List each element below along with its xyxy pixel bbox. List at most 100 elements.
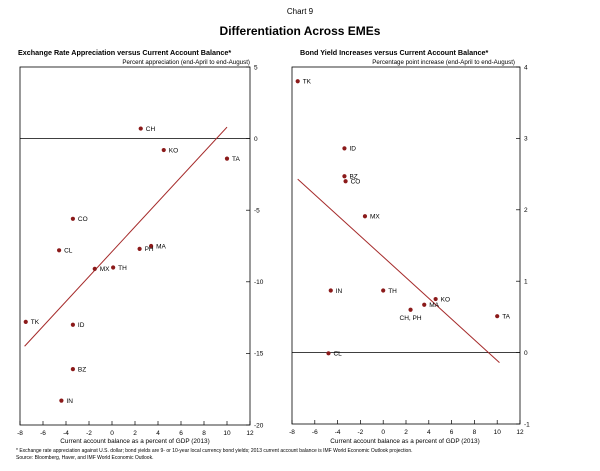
data-point — [422, 302, 427, 307]
fx-appreciation-panel: Exchange Rate Appreciation versus Curren… — [17, 48, 264, 445]
footnote: * Exchange rate appreciation against U.S… — [16, 448, 413, 454]
data-point — [326, 351, 331, 356]
point-label: TK — [31, 319, 40, 326]
data-point — [57, 248, 62, 253]
y-tick-label: 0 — [524, 350, 528, 357]
x-tick-label: 10 — [223, 430, 231, 437]
x-tick-label: 12 — [516, 429, 524, 436]
point-label: BZ — [78, 366, 86, 373]
source-note: Source: Bloomberg, Haver, and IMF World … — [16, 455, 153, 461]
plot-frame — [19, 66, 251, 426]
data-point — [92, 266, 97, 272]
data-point — [137, 246, 142, 251]
point-label: CH — [146, 126, 156, 133]
y-axis-label: Percentage point increase (end-April to … — [372, 59, 515, 66]
bond-yield-panel: Bond Yield Increases versus Current Acco… — [289, 48, 530, 445]
x-tick-label: 4 — [427, 429, 431, 436]
panel-title: Bond Yield Increases versus Current Acco… — [300, 48, 488, 57]
point-label: CO — [351, 179, 361, 186]
x-axis-label: Current account balance as a percent of … — [60, 438, 209, 445]
point-label: TH — [388, 288, 397, 295]
data-point — [161, 147, 166, 153]
point-label: PH — [145, 246, 154, 253]
y-tick-label: -20 — [254, 422, 264, 429]
point-label: ID — [78, 322, 85, 329]
point-label: KO — [169, 147, 178, 154]
panel-title: Exchange Rate Appreciation versus Curren… — [18, 48, 231, 57]
x-tick-label: 6 — [179, 430, 183, 437]
x-tick-label: 0 — [381, 429, 385, 436]
data-point — [328, 288, 333, 293]
point-label: TA — [502, 313, 510, 320]
data-point — [343, 179, 348, 184]
x-tick-label: -6 — [312, 429, 318, 436]
y-tick-label: -10 — [254, 279, 264, 286]
data-point — [224, 156, 230, 161]
y-axis-label: Percent appreciation (end-April to end-A… — [122, 59, 250, 66]
data-point — [149, 243, 154, 249]
data-point — [295, 79, 300, 84]
data-point — [495, 314, 500, 319]
x-tick-label: -4 — [63, 430, 69, 437]
data-point — [70, 322, 75, 327]
point-label: CL — [333, 351, 342, 358]
x-tick-label: 6 — [450, 429, 454, 436]
point-label: TA — [232, 156, 240, 163]
chart-number-label: Chart 9 — [287, 7, 314, 16]
y-tick-label: 3 — [524, 136, 528, 143]
x-tick-label: 4 — [156, 430, 160, 437]
point-label: CH, PH — [400, 315, 422, 322]
x-tick-label: 2 — [133, 430, 137, 437]
point-label: TH — [118, 265, 127, 272]
x-tick-label: -8 — [289, 429, 295, 436]
plot-frame — [291, 66, 521, 425]
data-point — [138, 126, 143, 131]
data-point — [342, 174, 347, 179]
point-label: MX — [100, 266, 110, 273]
point-label: CO — [78, 216, 88, 223]
data-point — [381, 288, 386, 293]
data-point — [433, 296, 438, 302]
point-label: BZ — [349, 174, 357, 181]
data-point — [111, 265, 116, 270]
x-tick-label: 2 — [404, 429, 408, 436]
y-tick-label: 0 — [254, 136, 258, 143]
x-tick-label: -8 — [17, 430, 23, 437]
y-tick-label: 4 — [524, 64, 528, 71]
data-point — [362, 214, 368, 219]
x-tick-label: 0 — [110, 430, 114, 437]
y-tick-label: 2 — [524, 207, 528, 214]
x-tick-label: 8 — [473, 429, 477, 436]
point-label: MA — [429, 302, 439, 309]
x-tick-label: 12 — [246, 430, 254, 437]
data-point — [59, 398, 64, 403]
point-label: KO — [441, 296, 450, 303]
y-tick-label: -5 — [254, 208, 260, 215]
x-axis-label: Current account balance as a percent of … — [330, 438, 479, 445]
point-label: MA — [156, 243, 166, 250]
data-point — [408, 307, 413, 312]
y-tick-label: 5 — [254, 64, 258, 71]
main-title: Differentiation Across EMEs — [220, 24, 381, 38]
y-tick-label: -15 — [254, 351, 264, 358]
x-tick-label: -6 — [40, 430, 46, 437]
x-tick-label: -2 — [358, 429, 364, 436]
data-point — [70, 216, 75, 221]
point-label: IN — [66, 398, 73, 405]
data-point — [23, 319, 28, 324]
data-point — [342, 146, 347, 151]
point-label: CL — [64, 248, 73, 255]
x-tick-label: -2 — [86, 430, 92, 437]
point-label: IN — [336, 288, 343, 295]
regression-line — [297, 178, 500, 363]
x-tick-label: 10 — [494, 429, 502, 436]
y-tick-label: -1 — [524, 421, 530, 428]
point-label: MX — [370, 214, 380, 221]
x-tick-label: 8 — [202, 430, 206, 437]
data-point — [70, 367, 75, 372]
regression-line — [24, 126, 228, 347]
y-tick-label: 1 — [524, 279, 528, 286]
point-label: ID — [349, 146, 356, 153]
